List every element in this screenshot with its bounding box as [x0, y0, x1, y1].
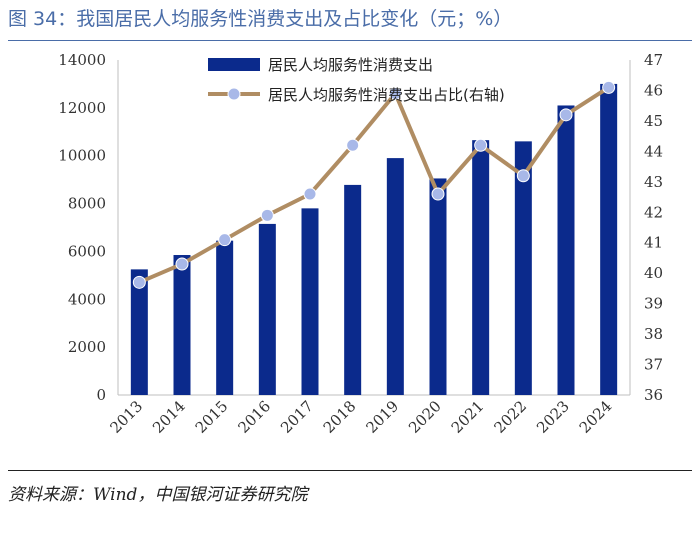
bar-2014	[173, 255, 191, 395]
x-axis: 2013 2014 2015 2016 2017 2018 2019 2020 2021 2022…	[106, 397, 615, 437]
legend-bar-label: 居民人均服务性消费支出	[268, 56, 433, 74]
right-tick-label: 41	[644, 234, 663, 252]
left-tick-label: 4000	[68, 290, 106, 308]
point-2023	[559, 108, 573, 122]
point-2018	[346, 138, 360, 152]
x-tick-label: 2019	[362, 397, 402, 437]
point-2019	[388, 87, 402, 100]
x-tick-label: 2016	[234, 397, 274, 437]
bar-2023	[557, 105, 575, 395]
x-tick-label: 2022	[490, 397, 530, 437]
bar-2015	[216, 240, 234, 395]
right-tick-label: 44	[644, 142, 663, 160]
title-divider	[8, 40, 692, 41]
left-tick-label: 2000	[68, 338, 106, 356]
right-tick-label: 36	[644, 386, 663, 404]
right-tick-label: 46	[644, 81, 663, 99]
bar-2020	[429, 178, 447, 395]
bar-2018	[344, 184, 362, 395]
right-tick-label: 38	[644, 325, 663, 343]
point-2021	[474, 138, 488, 152]
right-tick-label: 45	[644, 112, 663, 130]
right-axis: 36 37 38 39 40 41 42 43 44 45 46 47	[629, 51, 663, 404]
x-tick-label: 2021	[448, 397, 488, 437]
x-tick-label: 2015	[192, 397, 232, 437]
legend-line-label: 居民人均服务性消费支出占比(右轴)	[268, 86, 505, 104]
point-2015	[218, 233, 232, 247]
left-tick-label: 10000	[58, 147, 106, 165]
left-tick-label: 8000	[68, 195, 106, 213]
bar-2019	[386, 158, 404, 395]
point-2016	[260, 208, 274, 222]
x-tick-label: 2018	[320, 397, 360, 437]
chart-title: 图 34：我国居民人均服务性消费支出及占比变化（元；%）	[8, 8, 513, 30]
legend-line-marker	[227, 87, 241, 101]
left-tick-label: 6000	[68, 242, 106, 260]
point-2013	[132, 275, 146, 289]
x-tick-label: 2024	[576, 397, 616, 437]
x-tick-label: 2023	[533, 397, 573, 437]
bar-2022	[514, 141, 532, 395]
x-tick-label: 2020	[405, 397, 445, 437]
bar-series	[130, 83, 618, 395]
x-tick-label: 2017	[277, 397, 317, 437]
right-tick-label: 37	[644, 356, 663, 374]
point-2024	[602, 80, 616, 94]
share-line	[138, 85, 610, 285]
right-tick-label: 42	[644, 203, 663, 221]
point-2014	[175, 257, 189, 271]
footer-divider	[8, 470, 692, 471]
bar-2024	[600, 83, 618, 395]
source-note: 资料来源：Wind，中国银河证券研究院	[8, 485, 308, 505]
line-series	[132, 80, 616, 289]
bar-2013	[130, 269, 148, 395]
left-tick-label: 0	[96, 386, 106, 404]
legend-bar-swatch	[208, 58, 260, 71]
bar-2017	[301, 208, 319, 395]
bar-2016	[258, 223, 276, 395]
point-2017	[303, 187, 317, 201]
right-tick-label: 43	[644, 173, 663, 191]
left-tick-label: 14000	[58, 51, 106, 69]
point-2020	[431, 187, 445, 201]
right-tick-label: 40	[644, 264, 663, 282]
x-tick-label: 2014	[149, 397, 189, 437]
left-axis: 0 2000 4000 6000 8000 10000 12000 14000	[58, 51, 630, 404]
x-tick-label: 2013	[106, 397, 146, 437]
point-2022	[516, 169, 530, 183]
right-tick-label: 39	[644, 295, 663, 313]
right-tick-label: 47	[644, 51, 663, 69]
bar-2021	[472, 140, 490, 395]
left-tick-label: 12000	[58, 99, 106, 117]
